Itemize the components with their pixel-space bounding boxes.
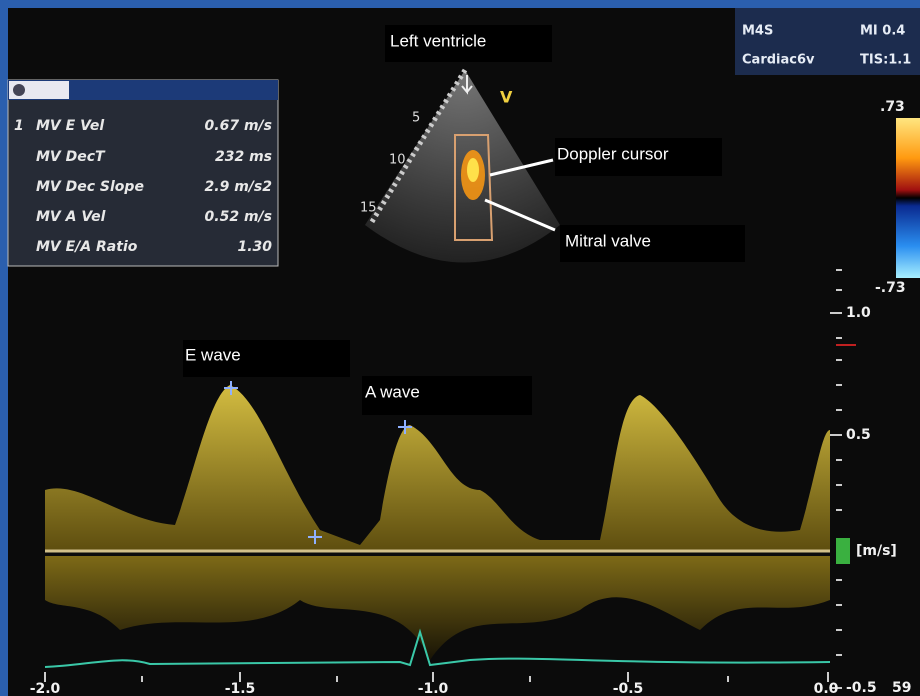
color-scale-max: .73: [880, 99, 905, 115]
annotation: Mitral valve: [565, 231, 651, 250]
time-tick: 0.0: [814, 681, 839, 696]
corner-label: 59: [892, 680, 911, 696]
color-bar: [896, 118, 920, 278]
annotation: Left ventricle: [390, 31, 486, 50]
time-tick: -1.5: [225, 681, 256, 696]
velocity-tick: 1.0: [846, 305, 871, 321]
annotation: E wave: [185, 345, 241, 364]
row-value: 0.67 m/s: [205, 118, 272, 134]
depth-label: 10: [389, 153, 406, 168]
annotation: A wave: [365, 382, 420, 401]
row-value: 0.52 m/s: [205, 209, 272, 225]
row-value: 232 ms: [215, 149, 272, 165]
sector-mark: V: [500, 88, 513, 107]
velocity-unit: [m/s]: [856, 543, 897, 559]
row-name: MV Dec Slope: [36, 179, 144, 195]
time-tick: -0.5: [613, 681, 644, 696]
depth-label: 15: [360, 201, 377, 216]
preset: Cardiac6v: [742, 53, 815, 68]
row-name: MV E Vel: [36, 118, 104, 134]
color-flow-core: [467, 158, 479, 182]
velocity-tick: 0.5: [846, 427, 871, 443]
time-tick: -1.0: [418, 681, 449, 696]
row-index: 1: [14, 118, 24, 134]
row-name: MV DecT: [36, 149, 106, 165]
tis: TIS:1.1: [860, 53, 911, 68]
row-name: MV A Vel: [36, 209, 106, 225]
row-value: 2.9 m/s2: [205, 179, 272, 195]
panel-icon: [13, 84, 25, 96]
page: M4S MI 0.4 Cardiac6v TIS:1.1 1 MV E Vel …: [0, 0, 920, 696]
depth-label: 5: [412, 111, 420, 126]
annotation: Doppler cursor: [557, 144, 669, 163]
velocity-tick: -0.5: [846, 680, 877, 696]
probe: M4S: [742, 24, 773, 39]
row-value: 1.30: [237, 239, 272, 255]
color-scale-min: -.73: [875, 280, 906, 296]
baseline-handle: [836, 538, 850, 564]
screen: M4S MI 0.4 Cardiac6v TIS:1.1 1 MV E Vel …: [0, 0, 920, 696]
mi: MI 0.4: [860, 24, 905, 39]
row-name: MV E/A Ratio: [36, 239, 138, 255]
time-tick: -2.0: [30, 681, 61, 696]
